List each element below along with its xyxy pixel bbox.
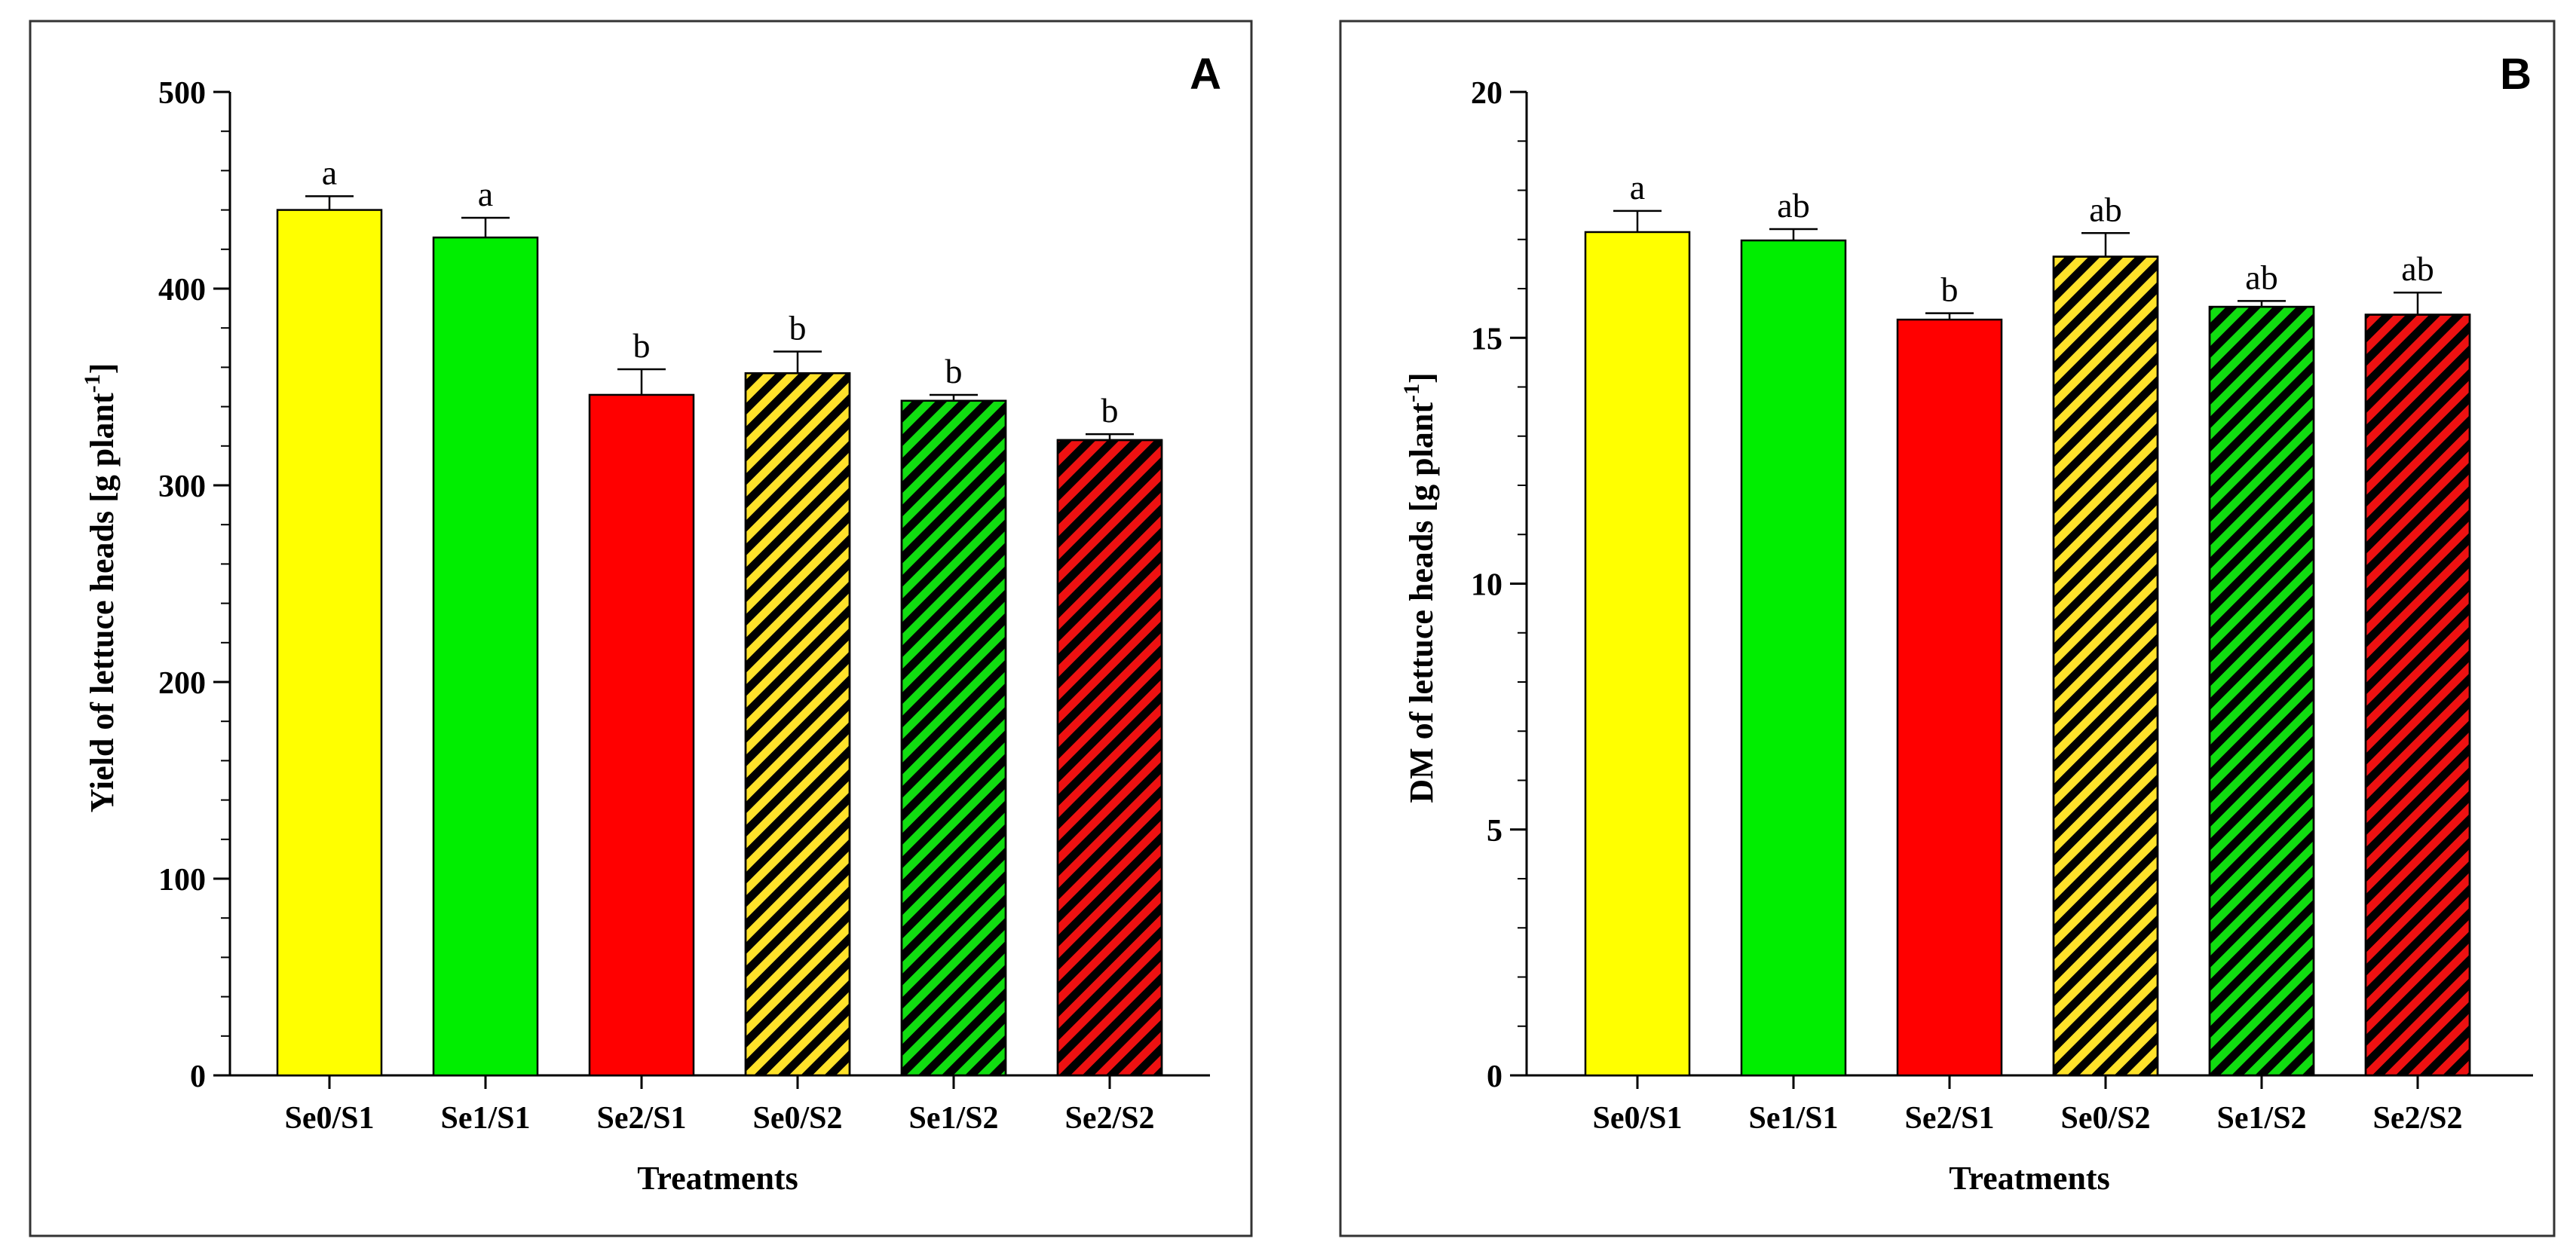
panel-b-bar <box>1896 318 2003 1077</box>
panel-a-bar <box>276 209 383 1077</box>
panel-b-bar <box>1740 239 1847 1077</box>
panel-b-y-tick-label: 15 <box>1471 322 1502 356</box>
panel-a-x-axis-title: Treatments <box>637 1160 798 1197</box>
panel-b-y-axis-title-close: ] <box>1403 372 1440 384</box>
panel-b-x-tick-label: Se0/S1 <box>1592 1101 1682 1136</box>
panel-b-significance-label: ab <box>2089 190 2121 228</box>
panel-a-y-axis-title-sup: -1 <box>80 374 105 393</box>
panel-a-bar-hatch <box>900 399 1007 1077</box>
panel-a-significance-label: a <box>322 153 337 191</box>
panel-b-x-tick-label: Se2/S1 <box>1904 1101 1994 1136</box>
panel-a-bar <box>432 236 539 1077</box>
panel-a-x-tick-label: Se1/S1 <box>440 1101 530 1136</box>
panel-b-significance-label: ab <box>1777 186 1809 225</box>
panel-a-x-tick-label: Se1/S2 <box>908 1101 998 1136</box>
panel-a-letter: A <box>1190 50 1221 99</box>
panel-a-y-tick-label: 200 <box>158 666 206 701</box>
panel-b-x-tick-label: Se0/S2 <box>2060 1101 2150 1136</box>
panel-a-x-tick-label: Se0/S2 <box>752 1101 842 1136</box>
panel-b-significance-label: ab <box>2245 258 2277 296</box>
svg-text:DM of lettuce heads [g plant-1: DM of lettuce heads [g plant-1] <box>1399 372 1440 803</box>
panel-b-y-tick-label: 10 <box>1471 568 1502 603</box>
panel-b-bar-hatch <box>2052 255 2159 1077</box>
panel-a-bar <box>588 393 695 1077</box>
panel-a-y-axis-title-text: Yield of lettuce heads [g plant <box>84 393 121 812</box>
panel-a-y-axis-title: Yield of lettuce heads [g plant-1] <box>80 363 121 813</box>
panel-b-significance-label: b <box>1941 271 1959 309</box>
panel-a-x-tick-label: Se2/S2 <box>1064 1101 1154 1136</box>
panel-a-significance-label: a <box>478 175 493 213</box>
panel-b-significance-label: a <box>1630 168 1645 206</box>
panel-b-y-tick-label: 5 <box>1487 814 1502 849</box>
panel-a-bar-hatch <box>744 372 851 1077</box>
panel-b-bar <box>1584 231 1691 1077</box>
panel-a-y-tick-label: 100 <box>158 863 206 898</box>
panel-b: B DM of lettuce heads [g plant-1] Treatm… <box>1339 20 2556 1237</box>
panel-a-y-axis-title-close: ] <box>84 363 121 375</box>
panel-b-x-axis-title: Treatments <box>1949 1160 2109 1197</box>
panel-a-y-tick-label: 0 <box>190 1060 206 1094</box>
panel-b-x-tick-label: Se1/S1 <box>1748 1101 1838 1136</box>
svg-text:Yield of lettuce heads [g plan: Yield of lettuce heads [g plant-1] <box>80 363 121 813</box>
panel-b-significance-label: ab <box>2401 249 2434 288</box>
panel-b-y-tick-label: 0 <box>1487 1060 1502 1094</box>
panel-a-x-tick-label: Se2/S1 <box>596 1101 686 1136</box>
panel-a-x-tick-label: Se0/S1 <box>284 1101 374 1136</box>
panel-b-y-axis-title-sup: -1 <box>1399 384 1424 402</box>
panel-b-bar-hatch <box>2208 305 2315 1077</box>
panel-b-x-tick-label: Se2/S2 <box>2372 1101 2462 1136</box>
panel-a-significance-label: b <box>1101 391 1119 430</box>
panel-b-y-tick-label: 20 <box>1471 76 1502 111</box>
panel-a-y-tick-label: 400 <box>158 273 206 307</box>
panel-a-y-tick-label: 500 <box>158 76 206 111</box>
panel-b-bar-hatch <box>2364 313 2471 1077</box>
panel-b-frame <box>1339 20 2556 1237</box>
panel-a-bar-hatch <box>1056 439 1163 1077</box>
panel-b-y-axis-title: DM of lettuce heads [g plant-1] <box>1399 372 1440 803</box>
panel-a-significance-label: b <box>789 309 807 347</box>
panel-a: A Yield of lettuce heads [g plant-1] Tre… <box>29 20 1253 1237</box>
panel-a-y-tick-label: 300 <box>158 469 206 504</box>
panel-b-y-axis-title-text: DM of lettuce heads [g plant <box>1403 402 1440 803</box>
panel-a-significance-label: b <box>945 352 963 390</box>
panel-b-x-tick-label: Se1/S2 <box>2216 1101 2306 1136</box>
panel-a-frame <box>29 20 1253 1237</box>
panel-b-letter: B <box>2500 50 2532 99</box>
panel-a-significance-label: b <box>633 326 651 365</box>
